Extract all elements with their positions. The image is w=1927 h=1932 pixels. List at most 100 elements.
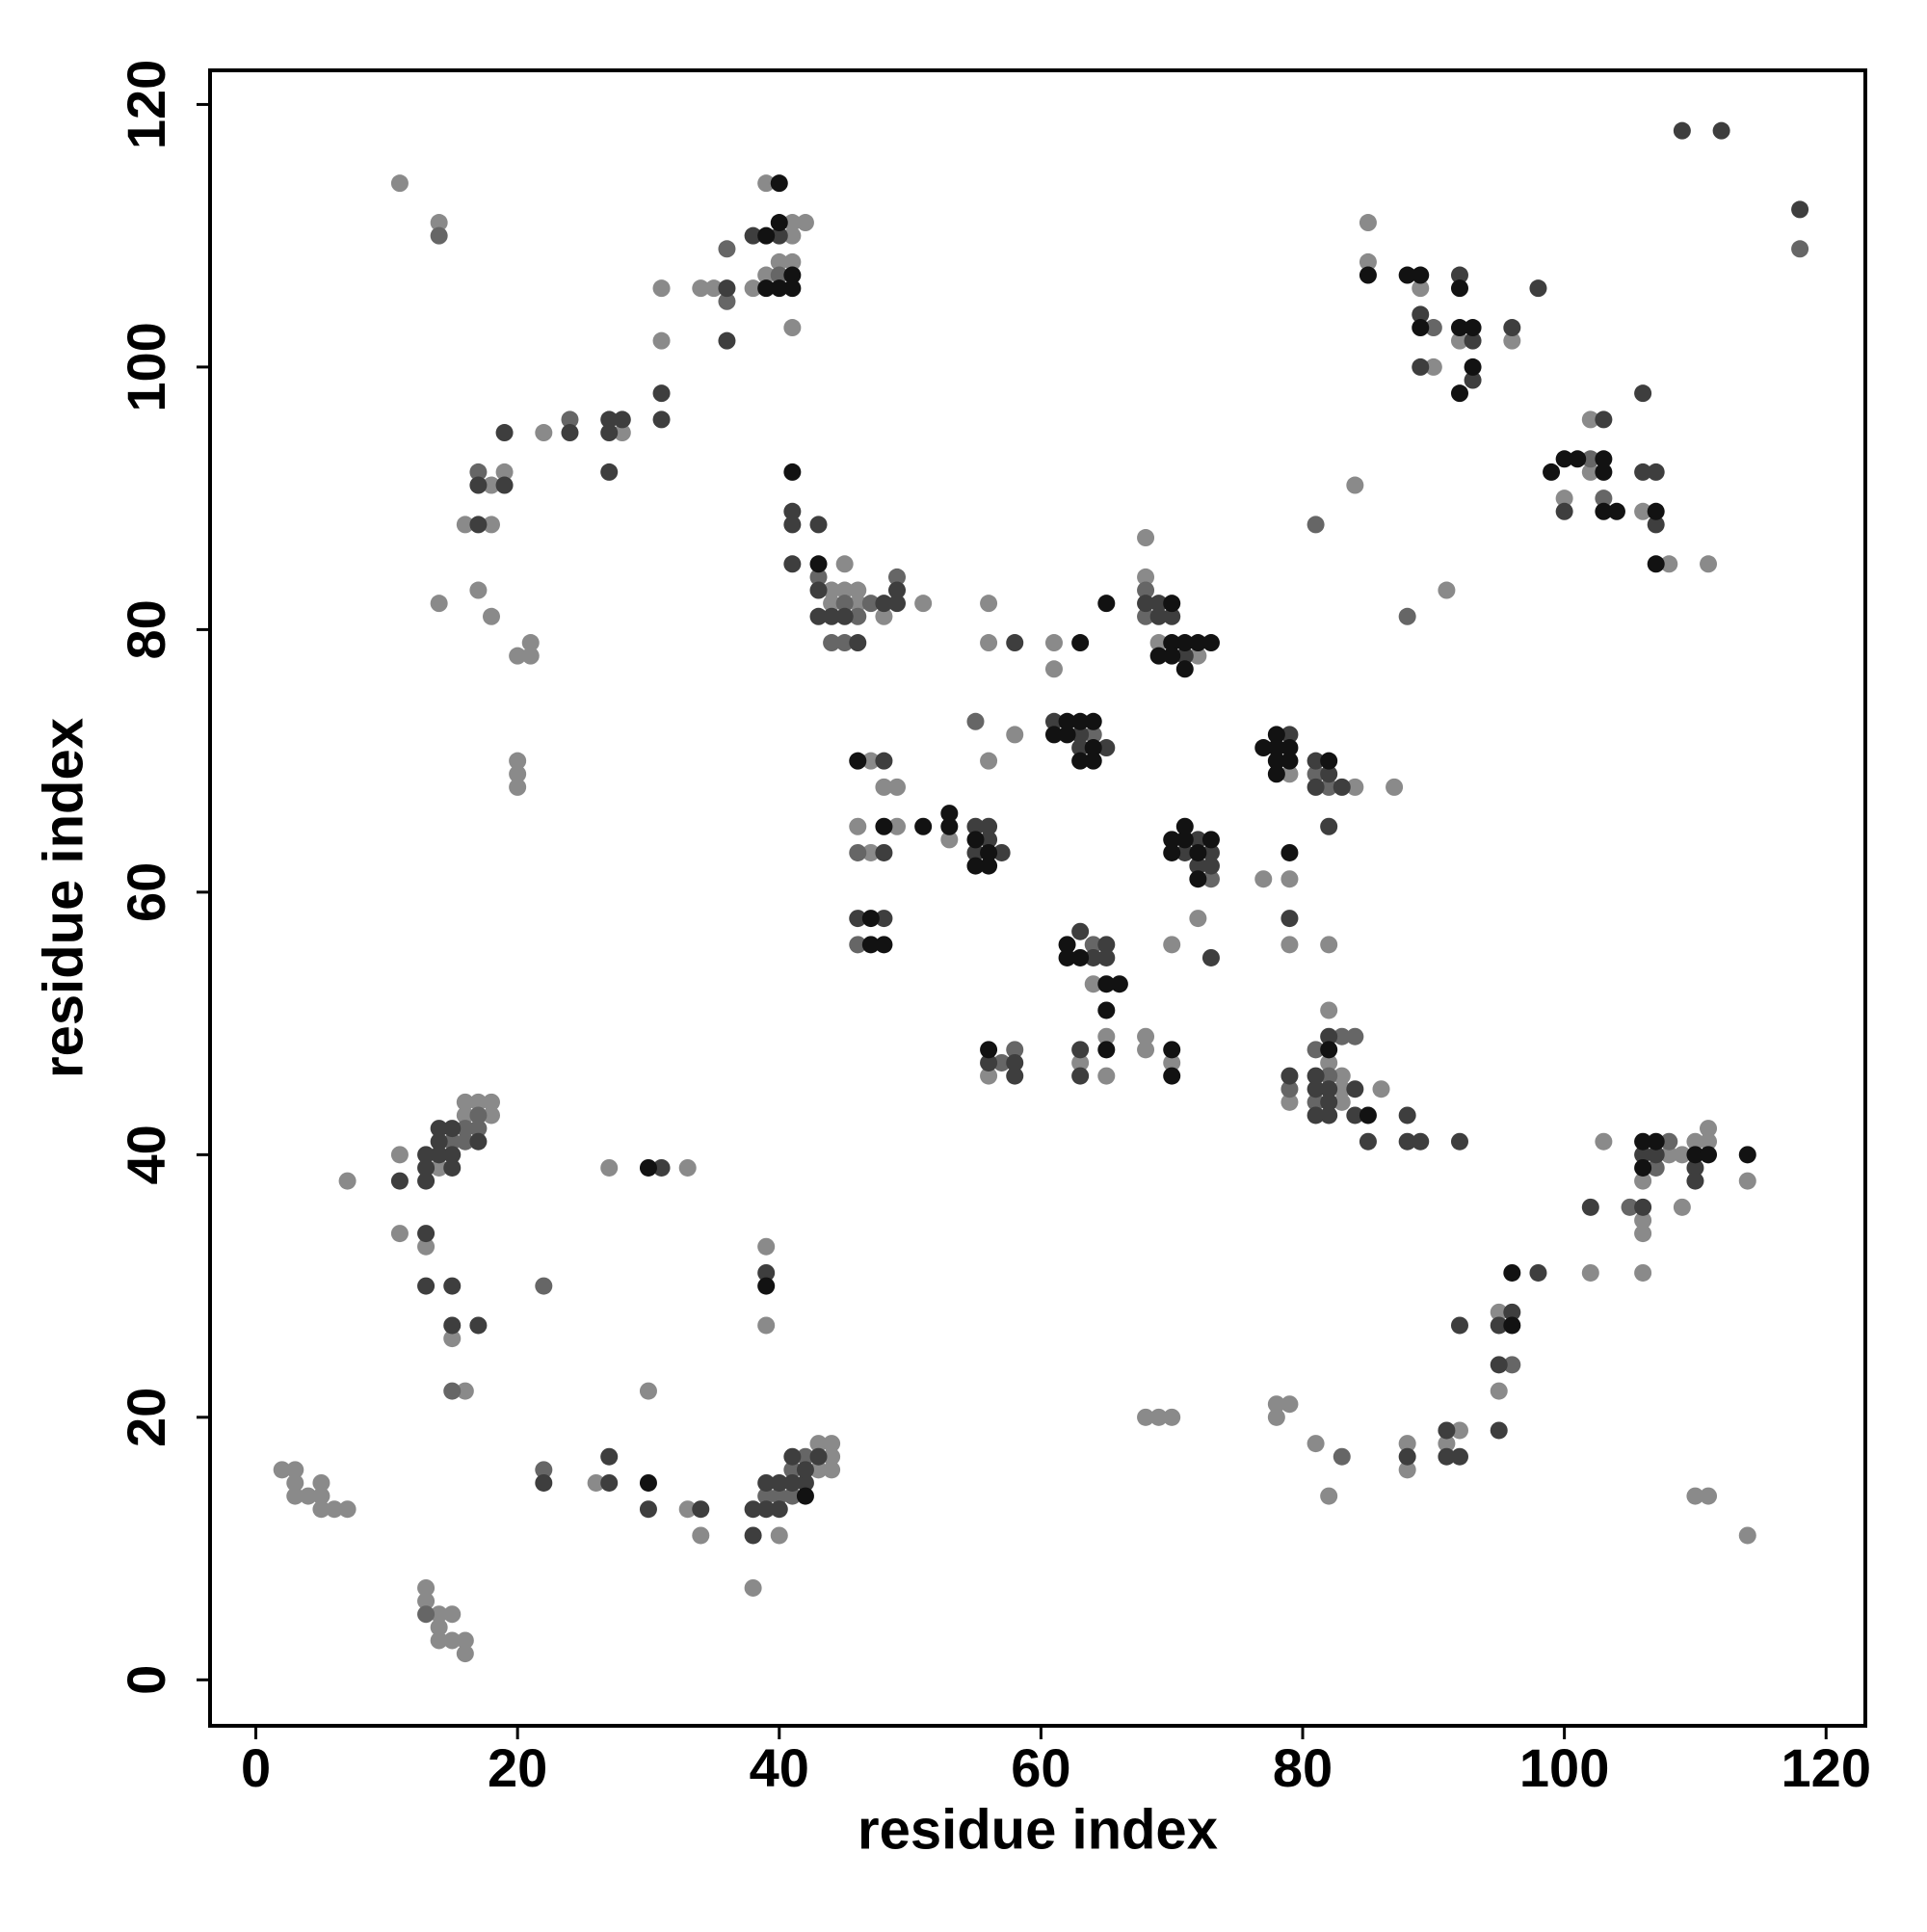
point (783, 319, 802, 337)
point (1280, 1067, 1299, 1085)
point (1201, 843, 1220, 861)
point (835, 595, 854, 613)
point (1071, 634, 1090, 652)
point (1307, 1093, 1325, 1111)
point (1450, 319, 1468, 337)
point (600, 424, 619, 442)
point (1450, 331, 1468, 350)
point (980, 857, 998, 875)
point (1175, 817, 1194, 835)
y-axis-title: residue index (32, 718, 94, 1078)
point (1320, 1001, 1338, 1019)
point (796, 1447, 814, 1466)
point (1201, 857, 1220, 875)
point (1149, 634, 1168, 652)
point (390, 174, 409, 193)
point (1320, 1041, 1338, 1059)
point (980, 595, 998, 613)
point (783, 1473, 802, 1492)
point (1490, 1316, 1508, 1335)
point (770, 1487, 788, 1505)
point (1280, 1093, 1299, 1111)
point (1581, 463, 1599, 481)
point (1280, 1080, 1299, 1098)
point (456, 1106, 474, 1125)
point (1097, 595, 1116, 613)
point (430, 1618, 448, 1636)
point (1700, 1146, 1718, 1164)
point (783, 516, 802, 534)
point (1647, 555, 1665, 573)
point (456, 1631, 474, 1650)
point (1359, 266, 1377, 284)
point (992, 843, 1011, 861)
point (1333, 778, 1351, 796)
point (430, 1146, 448, 1164)
point (770, 279, 788, 298)
point (1175, 843, 1194, 861)
point (1267, 726, 1285, 744)
point (1424, 357, 1442, 376)
point (1634, 1158, 1652, 1177)
point (1280, 910, 1299, 928)
point (1280, 765, 1299, 783)
point (718, 292, 736, 310)
y-tick-label: 80 (116, 599, 176, 659)
point (1163, 634, 1181, 652)
point (1450, 1421, 1468, 1440)
point (980, 1053, 998, 1072)
point (809, 1461, 828, 1479)
point (692, 1526, 710, 1545)
point (1201, 634, 1220, 652)
x-tick-label: 100 (1519, 1737, 1609, 1798)
point (757, 226, 776, 245)
point (1412, 1132, 1430, 1151)
point (1686, 1172, 1704, 1190)
point (783, 1487, 802, 1505)
point (1660, 1132, 1678, 1151)
point (1320, 1106, 1338, 1125)
point (430, 595, 448, 613)
point (1647, 1132, 1665, 1151)
point (1280, 726, 1299, 744)
point (757, 1277, 776, 1295)
point (823, 581, 841, 599)
point (1163, 1408, 1181, 1426)
point (966, 831, 985, 849)
point (1438, 1447, 1456, 1466)
point (417, 1578, 436, 1597)
point (1307, 1067, 1325, 1085)
point (535, 1277, 553, 1295)
point (980, 752, 998, 770)
point (1097, 739, 1116, 757)
point (770, 214, 788, 232)
point (430, 226, 448, 245)
point (1450, 384, 1468, 403)
point (639, 1473, 657, 1492)
point (417, 1605, 436, 1624)
point (1084, 936, 1102, 954)
point (823, 595, 841, 613)
point (482, 1093, 500, 1111)
point (613, 424, 631, 442)
point (1006, 634, 1024, 652)
point (757, 1316, 776, 1335)
point (1621, 1198, 1639, 1216)
point (521, 647, 540, 665)
point (469, 1106, 488, 1125)
point (390, 1172, 409, 1190)
point (1634, 502, 1652, 520)
point (861, 910, 880, 928)
x-tick-label: 40 (750, 1737, 809, 1798)
point (1320, 1053, 1338, 1072)
point (1189, 634, 1207, 652)
point (1175, 831, 1194, 849)
point (600, 1473, 619, 1492)
point (1398, 266, 1416, 284)
point (1044, 712, 1063, 730)
point (1163, 1067, 1181, 1085)
point (1333, 1067, 1351, 1085)
point (849, 607, 867, 625)
point (783, 1447, 802, 1466)
point (849, 936, 867, 954)
